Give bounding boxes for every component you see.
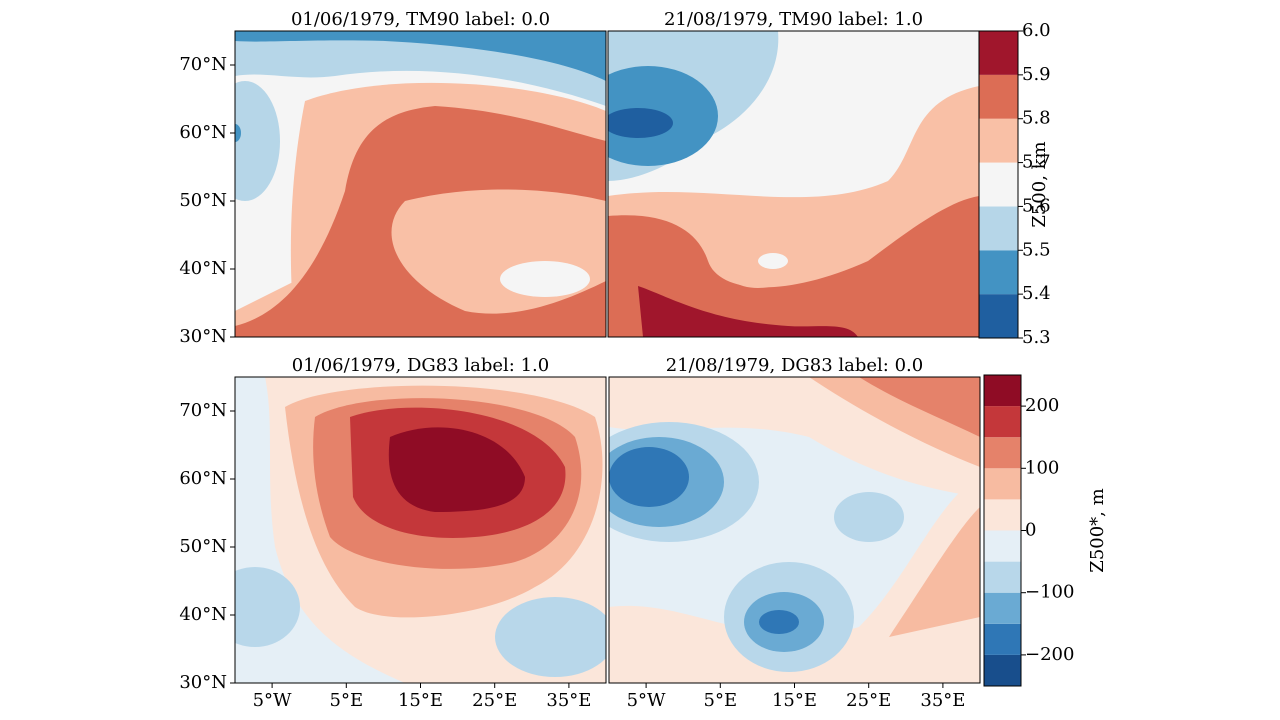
colorbar-segment (984, 654, 1021, 686)
colorbar-segment (979, 294, 1018, 338)
colorbar-segment (984, 499, 1021, 531)
colorbar-tick-label: 5.4 (1022, 283, 1051, 304)
x-tick-label: 35°E (546, 690, 591, 711)
panel-title: 01/06/1979, TM90 label: 0.0 (291, 9, 550, 30)
colorbar-segment (984, 468, 1021, 500)
y-tick-label: 50°N (179, 536, 227, 557)
panel-frame (234, 30, 607, 338)
colorbar-segment (984, 623, 1021, 655)
colorbar-tick-label: 5.3 (1022, 327, 1051, 348)
colorbar-tick-label: 0 (1025, 520, 1036, 541)
colorbar-segment (979, 250, 1018, 295)
colorbar-tick-label: 5.5 (1022, 239, 1051, 260)
panel-title: 01/06/1979, DG83 label: 1.0 (292, 355, 549, 376)
colorbar-segment (979, 31, 1018, 75)
colorbar-tick-label: 200 (1025, 395, 1059, 416)
map-panel (235, 31, 606, 337)
colorbar-tick-label: 5.7 (1022, 152, 1051, 173)
x-tick-label: 5°W (253, 690, 292, 711)
colorbar-tick-label: −100 (1025, 582, 1074, 603)
y-tick-label: 30°N (179, 672, 227, 693)
x-tick-label: 25°E (472, 690, 517, 711)
colorbar-segment (984, 437, 1021, 469)
x-tick-label: 5°E (704, 690, 738, 711)
panel-title: 21/08/1979, DG83 label: 0.0 (666, 355, 923, 376)
colorbar-tick-label: 5.8 (1022, 108, 1051, 129)
y-tick-label: 70°N (179, 54, 227, 75)
x-tick-label: 15°E (772, 690, 817, 711)
x-tick-label: 15°E (398, 690, 443, 711)
panel-title: 21/08/1979, TM90 label: 1.0 (664, 9, 923, 30)
x-tick-label: 25°E (846, 690, 891, 711)
colorbar-segment (979, 74, 1018, 119)
colorbar-segment (979, 118, 1018, 163)
y-tick-label: 60°N (179, 468, 227, 489)
colorbar-segment (984, 530, 1021, 562)
x-tick-label: 5°E (330, 690, 364, 711)
y-tick-label: 40°N (179, 604, 227, 625)
colorbar-tick-label: 5.9 (1022, 64, 1051, 85)
colorbar-tick-label: 6.0 (1022, 20, 1051, 41)
colorbar-label: Z500*, m (1087, 488, 1108, 572)
y-tick-label: 40°N (179, 258, 227, 279)
colorbar-segment (984, 375, 1021, 407)
colorbar-tick-label: 100 (1025, 457, 1059, 478)
y-tick-label: 70°N (179, 400, 227, 421)
colorbar-segment (984, 561, 1021, 593)
map-panel (608, 31, 979, 337)
map-panel (235, 377, 606, 683)
colorbar-frame (978, 30, 1019, 339)
y-tick-label: 60°N (179, 122, 227, 143)
colorbar-segment (979, 162, 1018, 207)
colorbar-tick-label: −200 (1025, 644, 1074, 665)
x-tick-label: 5°W (627, 690, 666, 711)
colorbar-tick-label: 5.6 (1022, 195, 1051, 216)
y-tick-label: 50°N (179, 190, 227, 211)
colorbar-segment (984, 406, 1021, 438)
x-tick-label: 35°E (920, 690, 965, 711)
y-tick-label: 30°N (179, 326, 227, 347)
colorbar-segment (979, 206, 1018, 251)
map-panel (609, 377, 980, 683)
colorbar-segment (984, 592, 1021, 624)
colorbar-label: Z500, km (1029, 141, 1050, 227)
